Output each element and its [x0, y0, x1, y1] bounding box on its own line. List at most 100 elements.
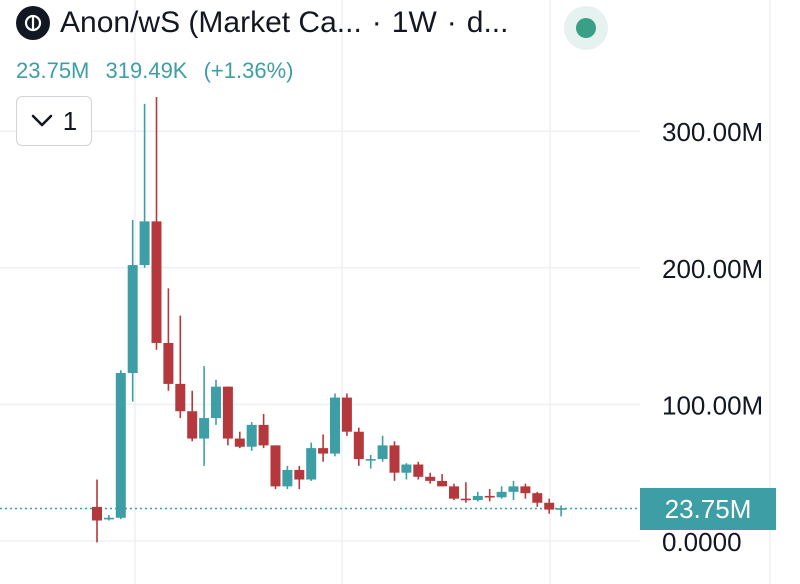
symbol-title[interactable]: Anon/wS (Market Ca...	[60, 6, 362, 39]
live-status-dot-icon	[576, 18, 596, 38]
candle	[306, 442, 317, 481]
token-logo-icon	[16, 6, 50, 40]
candle	[365, 454, 376, 469]
candle-body-down	[175, 383, 186, 412]
candle	[234, 431, 245, 449]
candle-body-up	[556, 508, 567, 510]
y-axis-tick-label: 100.00M	[662, 390, 763, 420]
change-percent: (+1.36%)	[203, 58, 294, 83]
candle-body-down	[151, 221, 162, 343]
candle	[544, 498, 555, 514]
candle-body-up	[199, 418, 210, 439]
candle-body-up	[103, 517, 114, 520]
candle	[139, 103, 150, 268]
candle-body-down	[413, 464, 424, 477]
candle	[353, 427, 364, 466]
candle-body-down	[341, 397, 352, 432]
candle	[460, 482, 471, 503]
candle-body-up	[127, 265, 138, 373]
y-axis-tick-label: 0.0000	[662, 527, 742, 557]
candle-body-down	[163, 342, 174, 384]
candle	[222, 386, 233, 446]
candle	[556, 505, 567, 517]
candle	[199, 366, 210, 466]
close-value: 23.75M	[16, 58, 90, 83]
indicators-toggle-button[interactable]: 1	[16, 96, 92, 146]
candle	[425, 472, 436, 484]
interval-label[interactable]: 1W	[391, 6, 437, 39]
change-value: 319.49K	[105, 58, 188, 83]
candle	[449, 483, 459, 501]
candle	[103, 515, 114, 521]
price-axis: 0.0000 100.00M 200.00M 300.00M	[662, 117, 763, 557]
candle-body-up	[365, 459, 376, 461]
y-axis-tick-label: 200.00M	[662, 254, 763, 284]
candle-body-down	[449, 486, 459, 499]
separator: ·	[371, 6, 382, 39]
candle	[282, 465, 293, 490]
last-price-badge: 23.75M	[640, 488, 776, 530]
candle	[413, 461, 424, 480]
candle	[294, 465, 305, 490]
candle-body-up	[211, 386, 221, 419]
candle-body-down	[353, 431, 364, 460]
candle	[211, 379, 221, 425]
candle-body-down	[222, 386, 233, 439]
candle-body-down	[234, 438, 245, 447]
candle	[163, 288, 174, 391]
candle	[330, 393, 340, 457]
candle-body-up	[139, 221, 150, 266]
candle	[127, 219, 138, 402]
candle-body-up	[508, 486, 519, 492]
candle-body-down	[425, 476, 436, 481]
candle	[92, 479, 102, 543]
candle-body-down	[270, 445, 281, 487]
candle-body-up	[115, 372, 126, 518]
candle-body-down	[532, 493, 543, 503]
market-status-indicator[interactable]	[564, 6, 608, 50]
candles	[92, 97, 567, 543]
candle	[389, 441, 400, 481]
candle-body-up	[282, 469, 293, 487]
candle	[472, 491, 483, 502]
candle	[484, 489, 495, 502]
candle	[270, 445, 281, 490]
separator: ·	[446, 6, 457, 39]
candle	[341, 393, 352, 436]
candle	[401, 463, 412, 480]
candle	[115, 370, 126, 520]
candle-body-up	[330, 397, 340, 454]
candle	[187, 390, 198, 442]
candle-body-down	[318, 448, 329, 454]
candle-body-down	[92, 506, 102, 521]
price-stats: 23.75M 319.49K (+1.36%)	[16, 58, 304, 84]
candle	[246, 422, 257, 451]
candle-body-down	[437, 480, 448, 487]
candle	[377, 435, 388, 462]
candle	[437, 474, 448, 487]
candle	[508, 480, 519, 501]
indicator-count: 1	[62, 105, 78, 136]
chart-header: Anon/wS (Market Ca... · 1W · d...	[16, 6, 508, 40]
chevron-down-icon	[31, 114, 53, 127]
source-label: d...	[466, 6, 509, 39]
candle-body-up	[377, 445, 388, 460]
candle-body-down	[460, 498, 471, 501]
candle-body-down	[258, 424, 269, 446]
candle-body-down	[484, 495, 495, 498]
candle-body-down	[187, 411, 198, 439]
candle	[258, 413, 269, 449]
candle-body-up	[306, 448, 317, 480]
candle-body-up	[246, 424, 257, 447]
candle-body-up	[401, 464, 412, 473]
grid-lines	[0, 0, 771, 584]
candle-body-down	[389, 445, 400, 473]
candle-body-down	[294, 469, 305, 480]
candle-body-down	[520, 486, 531, 494]
candle	[532, 491, 543, 507]
candle	[175, 315, 186, 419]
candle-body-up	[496, 491, 507, 498]
y-axis-tick-label: 300.00M	[662, 117, 763, 147]
candle	[318, 434, 329, 462]
